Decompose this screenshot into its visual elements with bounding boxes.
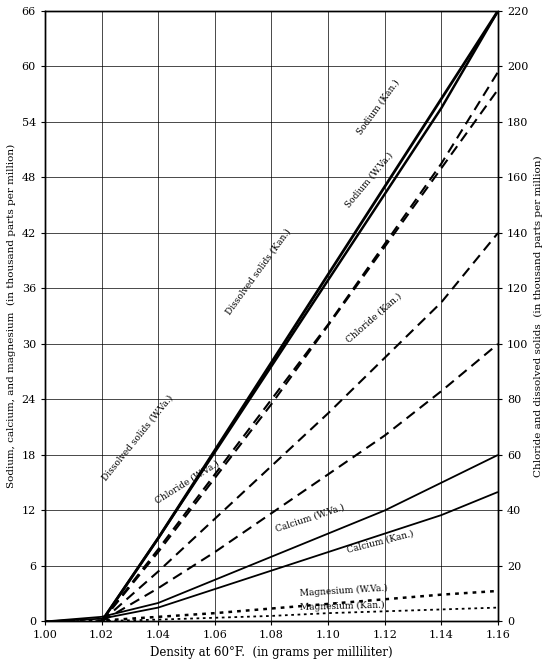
Text: Sodium (W.Va.): Sodium (W.Va.) <box>344 151 395 210</box>
Text: Dissolved solids (W.Va.): Dissolved solids (W.Va.) <box>100 394 174 483</box>
Text: Magnesium (Kan.): Magnesium (Kan.) <box>300 600 384 612</box>
Text: Dissolved solids (Kan.): Dissolved solids (Kan.) <box>224 227 293 316</box>
Text: Sodium (Kan.): Sodium (Kan.) <box>355 77 401 136</box>
Text: Magnesium (W.Va.): Magnesium (W.Va.) <box>299 583 388 598</box>
Text: Calcium (Kan.): Calcium (Kan.) <box>345 529 414 555</box>
Text: Chloride (Kan.): Chloride (Kan.) <box>345 291 404 344</box>
Text: Calcium (W.Va.): Calcium (W.Va.) <box>274 503 345 533</box>
Y-axis label: Chloride and dissolved solids  (in thousand parts per million): Chloride and dissolved solids (in thousa… <box>534 155 543 477</box>
Text: Chloride (W.Va.): Chloride (W.Va.) <box>153 459 221 506</box>
Y-axis label: Sodium, calcium, and magnesium  (in thousand parts per million): Sodium, calcium, and magnesium (in thous… <box>7 144 16 488</box>
X-axis label: Density at 60°F.  (in grams per milliliter): Density at 60°F. (in grams per millilite… <box>150 646 393 659</box>
